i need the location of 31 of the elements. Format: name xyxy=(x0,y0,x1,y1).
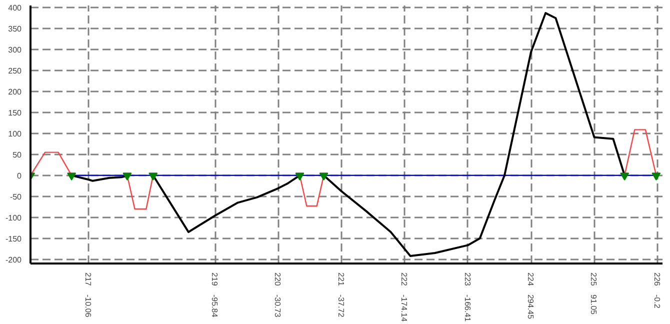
text: 294.45 xyxy=(526,294,536,320)
x-tick-label: 226 xyxy=(652,272,662,286)
x-tick-label: 222 xyxy=(400,272,409,286)
y-tick-label: 150 xyxy=(8,108,22,118)
x-tick-label: 219 xyxy=(210,272,220,286)
y-tick-label: 300 xyxy=(8,46,22,55)
text: 91.05 xyxy=(589,294,598,316)
text: -174.14 xyxy=(400,294,409,322)
y-tick-label: -50 xyxy=(10,192,22,202)
x-tick-label: 221 xyxy=(336,272,346,286)
x-tick-label: 220 xyxy=(273,272,282,286)
y-tick-label: 400 xyxy=(8,4,22,13)
y-tick-label: 200 xyxy=(8,88,22,96)
y-tick-label: 350 xyxy=(8,24,22,34)
y-tick-label: 100 xyxy=(8,129,22,138)
text: -0.2 xyxy=(652,294,662,309)
y-tick-label: 0 xyxy=(17,171,22,180)
y-tick-label: -200 xyxy=(5,255,22,264)
x-tick-label: 223 xyxy=(462,272,472,286)
text: -166.41 xyxy=(462,294,472,322)
text: -30.73 xyxy=(273,294,282,318)
x-tick-label: 225 xyxy=(589,272,598,286)
text: -95.84 xyxy=(210,294,220,318)
x-tick-label: 217 xyxy=(84,272,93,286)
y-tick-label: 250 xyxy=(8,66,22,76)
text: -10.06 xyxy=(84,294,93,318)
y-tick-label: -150 xyxy=(5,234,22,244)
text: -37.72 xyxy=(336,294,346,318)
y-tick-label: 50 xyxy=(12,150,22,160)
y-tick-label: -100 xyxy=(5,213,22,222)
x-tick-label: 224 xyxy=(526,272,536,286)
